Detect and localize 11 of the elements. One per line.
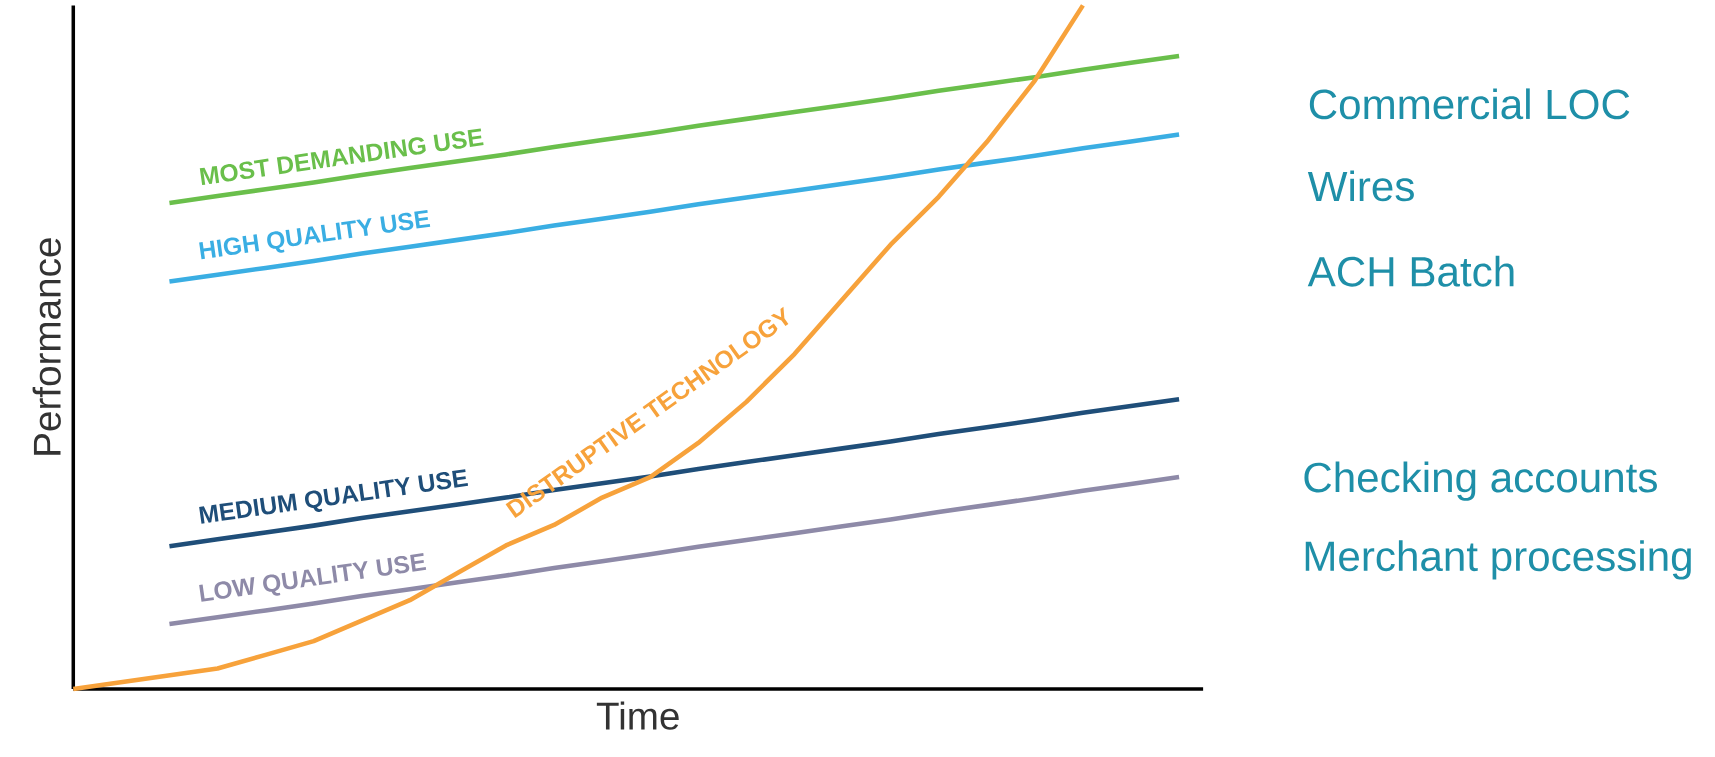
text: ACH Batch [1307,255,1514,287]
text: Checking accounts [1304,461,1657,501]
text: Wires [1307,170,1414,202]
text: MOST DEMANDING USE [199,128,484,186]
text: MEDIUM QUALITY USE [199,469,469,524]
text: Commercial LOC [1309,88,1630,120]
y-axis-title: Performance [32,238,61,455]
text: Merchant processing [1305,540,1691,580]
text: HIGH QUALITY USE [199,210,431,260]
text: LOW QUALITY USE [199,553,427,602]
x-axis-title: Time [596,701,679,730]
